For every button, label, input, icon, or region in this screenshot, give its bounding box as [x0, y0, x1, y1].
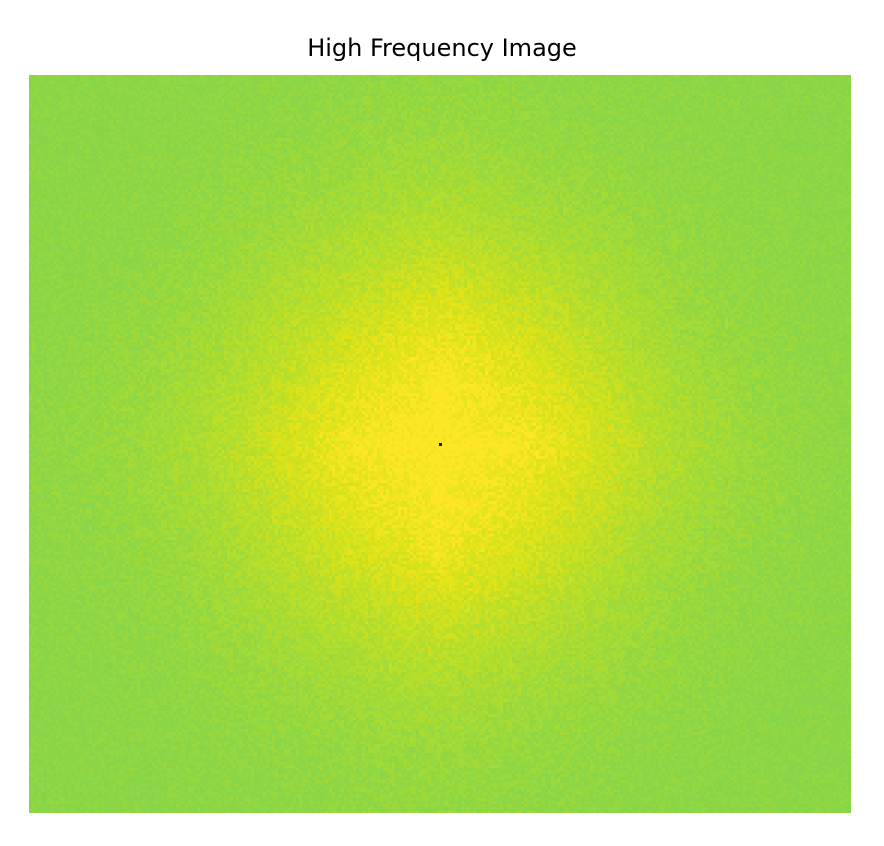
plot-area — [29, 75, 851, 813]
chart-title: High Frequency Image — [307, 34, 577, 62]
dc-component-dot — [438, 442, 442, 446]
